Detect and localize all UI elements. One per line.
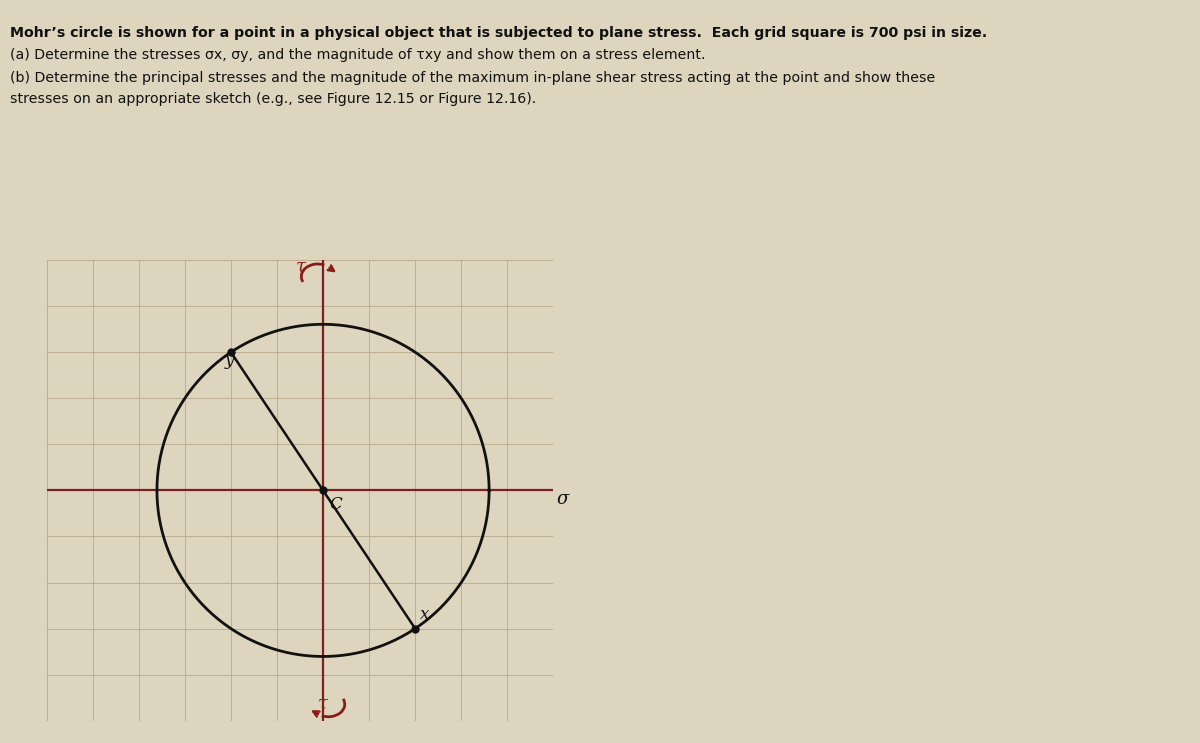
Text: y: y [224,352,234,369]
Text: stresses on an appropriate sketch (e.g., see Figure 12.15 or Figure 12.16).: stresses on an appropriate sketch (e.g.,… [10,92,536,106]
Text: τ: τ [318,695,328,713]
Text: C: C [330,496,342,513]
Text: (b) Determine the principal stresses and the magnitude of the maximum in-plane s: (b) Determine the principal stresses and… [10,71,935,85]
Text: (a) Determine the stresses σx, σy, and the magnitude of τxy and show them on a s: (a) Determine the stresses σx, σy, and t… [10,48,706,62]
Text: σ: σ [557,490,569,507]
Text: τ: τ [295,258,305,276]
Text: Mohr’s circle is shown for a point in a physical object that is subjected to pla: Mohr’s circle is shown for a point in a … [10,26,986,40]
Text: x: x [420,606,430,623]
